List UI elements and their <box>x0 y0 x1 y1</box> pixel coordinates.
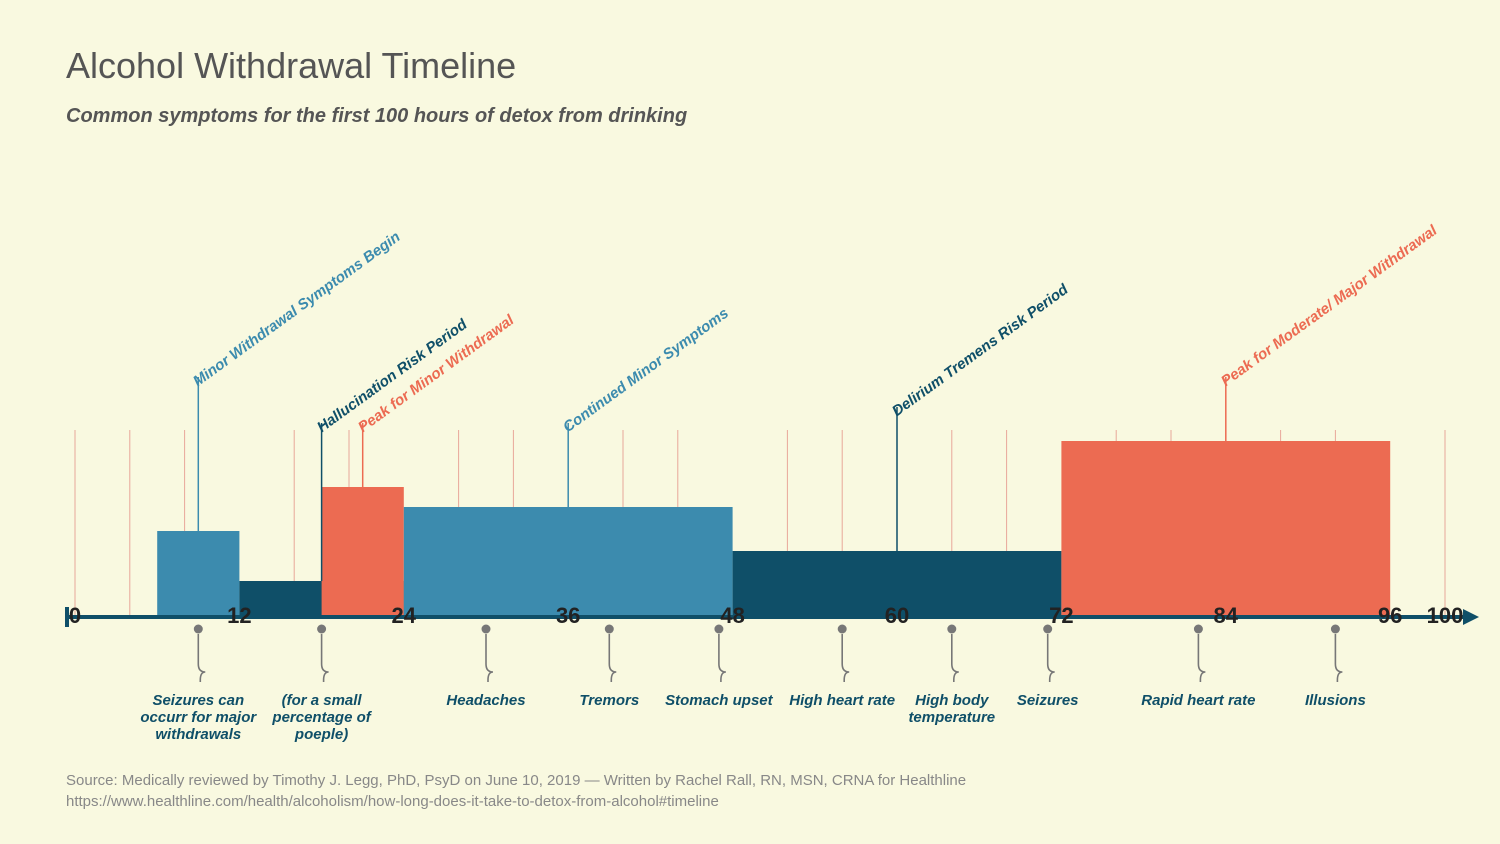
axis-tick-48: 48 <box>720 603 744 629</box>
axis-tick-24: 24 <box>392 603 416 629</box>
source-line-2: https://www.healthline.com/health/alcoho… <box>66 793 719 810</box>
axis-tick-84: 84 <box>1214 603 1238 629</box>
axis-tick-72: 72 <box>1049 603 1073 629</box>
axis-tick-36: 36 <box>556 603 580 629</box>
symptom-label: High body temperature <box>897 692 1007 726</box>
symptom-label: (for a small percentage of poeple) <box>262 692 382 743</box>
bar-continued-minor <box>404 507 733 617</box>
symptom-label: High heart rate <box>782 692 902 709</box>
symptom-label: Tremors <box>564 692 654 709</box>
alcohol-withdrawal-timeline: { "background_color":"#f9f9e0", "title":… <box>0 0 1500 844</box>
symptom-label: Illusions <box>1290 692 1380 709</box>
source-line-1: Source: Medically reviewed by Timothy J.… <box>66 772 966 789</box>
axis-tick-12: 12 <box>227 603 251 629</box>
axis-tick-0: 0 <box>69 603 81 629</box>
symptom-label: Seizures <box>1003 692 1093 709</box>
axis-tick-100: 100 <box>1427 603 1464 629</box>
axis-tick-96: 96 <box>1378 603 1402 629</box>
symptom-label: Seizures can occurr for major withdrawal… <box>133 692 263 743</box>
axis-tick-60: 60 <box>885 603 909 629</box>
bar-peak-minor <box>322 487 404 617</box>
symptom-label: Rapid heart rate <box>1133 692 1263 709</box>
symptom-label: Headaches <box>436 692 536 709</box>
bar-peak-moderate-major <box>1061 441 1390 617</box>
symptom-label: Stomach upset <box>659 692 779 709</box>
